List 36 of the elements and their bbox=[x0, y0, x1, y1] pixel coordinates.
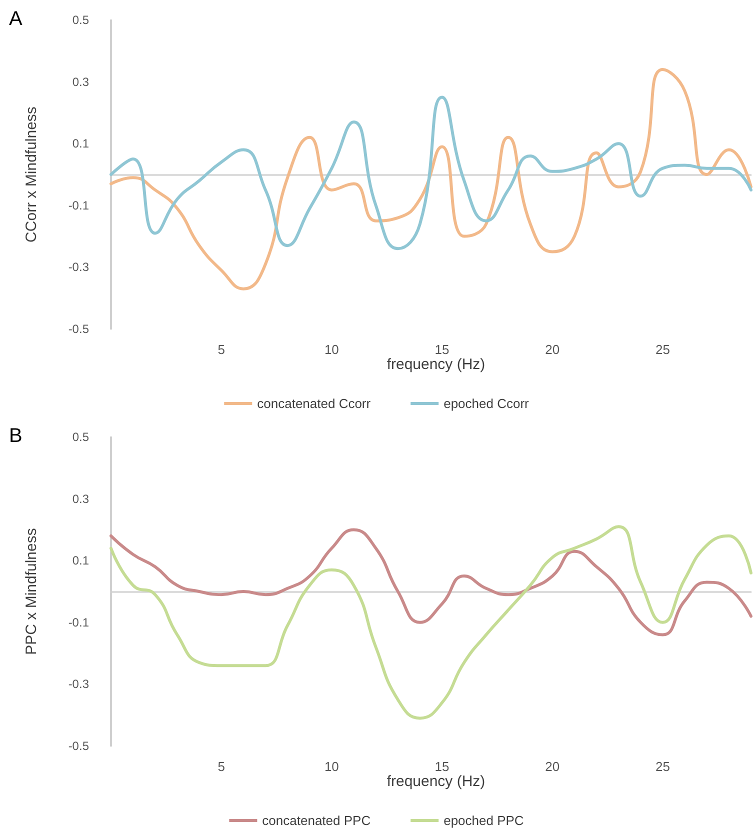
y-tick-label: -0.5 bbox=[68, 739, 90, 753]
line-series bbox=[110, 96, 752, 250]
x-tick-label: 10 bbox=[324, 759, 339, 774]
x-tick-label: 15 bbox=[434, 759, 450, 774]
x-tick-label: 5 bbox=[218, 759, 225, 774]
x-tick-label: 25 bbox=[655, 342, 670, 357]
y-tick-label: -0.3 bbox=[68, 260, 90, 274]
y-tick-label: 0.1 bbox=[72, 136, 90, 151]
y-tick-label: -0.1 bbox=[68, 198, 90, 212]
y-axis-title: CCorr x Mindfulness bbox=[23, 106, 40, 242]
y-tick-label: 0.3 bbox=[72, 492, 90, 506]
x-tick-label: 20 bbox=[545, 342, 560, 357]
legend-label: concatenated Ccorr bbox=[257, 396, 372, 411]
y-tick-label: -0.3 bbox=[68, 677, 90, 692]
x-tick-label: 10 bbox=[324, 342, 339, 357]
legend-label: concatenated PPC bbox=[262, 813, 371, 828]
y-tick-label: -0.1 bbox=[68, 615, 90, 630]
y-tick-label: 0.5 bbox=[72, 430, 90, 444]
y-tick-label: -0.5 bbox=[68, 322, 90, 336]
y-tick-label: 0.5 bbox=[72, 13, 90, 27]
x-tick-label: 25 bbox=[655, 759, 670, 774]
legend-label: epoched PPC bbox=[444, 813, 524, 828]
line-series bbox=[110, 528, 752, 636]
line-series bbox=[110, 68, 752, 290]
x-tick-label: 5 bbox=[218, 342, 225, 357]
x-axis-title: frequency (Hz) bbox=[386, 356, 486, 373]
line-series bbox=[110, 525, 752, 720]
y-tick-label: 0.3 bbox=[72, 74, 90, 89]
chart-title: A bbox=[9, 8, 23, 30]
y-axis-title: PPC x Mindfulness bbox=[23, 528, 40, 655]
chart-title: B bbox=[9, 425, 22, 447]
x-axis-title: frequency (Hz) bbox=[386, 773, 486, 790]
legend-label: epoched Ccorr bbox=[444, 396, 530, 411]
x-tick-label: 15 bbox=[434, 342, 450, 357]
y-tick-label: 0.1 bbox=[72, 554, 90, 568]
x-tick-label: 20 bbox=[545, 759, 560, 774]
